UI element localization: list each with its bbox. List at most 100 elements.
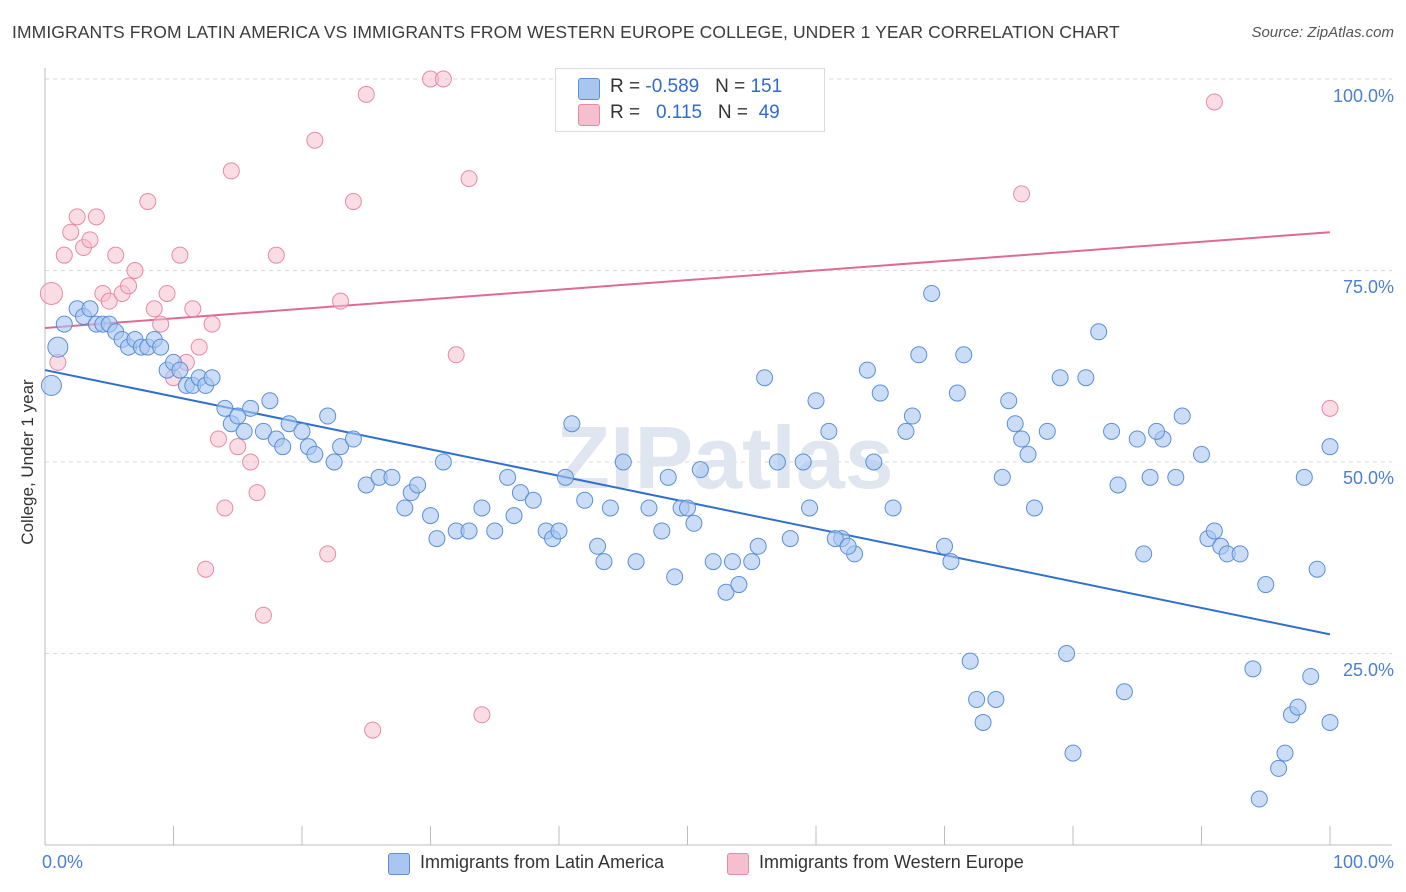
point-western-europe <box>197 560 215 578</box>
point-western-europe <box>171 246 189 264</box>
legend-r-value: -0.589 <box>645 76 700 97</box>
point-latin-america <box>839 537 857 555</box>
point-western-europe <box>254 606 272 624</box>
point-latin-america <box>968 690 986 708</box>
point-latin-america <box>1321 438 1339 456</box>
point-western-europe <box>229 438 247 456</box>
point-western-europe <box>68 208 86 226</box>
point-western-europe <box>248 484 266 502</box>
point-latin-america <box>974 713 992 731</box>
point-western-europe <box>62 223 80 241</box>
legend-r-value: 0.115 <box>655 102 703 123</box>
trend-line-western-europe <box>44 231 1331 329</box>
point-western-europe <box>107 246 125 264</box>
point-latin-america <box>242 399 260 417</box>
legend-r-label: R = <box>610 76 646 97</box>
point-western-europe <box>39 281 63 305</box>
point-latin-america <box>910 346 928 364</box>
point-latin-america <box>47 336 69 358</box>
point-latin-america <box>344 430 362 448</box>
point-western-europe <box>1321 399 1339 417</box>
point-latin-america <box>325 453 343 471</box>
y-tick-25: 25.0% <box>1342 660 1394 680</box>
point-latin-america <box>1148 422 1166 440</box>
point-latin-america <box>897 422 915 440</box>
point-latin-america <box>511 484 529 502</box>
point-latin-america <box>1173 407 1191 425</box>
point-latin-america <box>961 652 979 670</box>
point-latin-america <box>203 369 221 387</box>
point-western-europe <box>209 430 227 448</box>
point-western-europe <box>120 277 138 295</box>
point-latin-america <box>1006 415 1024 433</box>
point-latin-america <box>460 522 478 540</box>
point-latin-america <box>235 422 253 440</box>
point-latin-america <box>679 499 696 517</box>
point-latin-america <box>756 369 774 387</box>
x-tick-0: 0.0% <box>42 852 84 872</box>
point-latin-america <box>1141 468 1159 486</box>
point-latin-america <box>306 445 324 463</box>
point-latin-america <box>171 361 189 379</box>
point-latin-america <box>948 384 966 402</box>
point-latin-america <box>1077 369 1095 387</box>
point-latin-america <box>987 690 1005 708</box>
point-western-europe <box>203 315 221 333</box>
point-latin-america <box>601 499 619 517</box>
point-latin-america <box>1302 667 1320 685</box>
point-latin-america <box>1308 560 1326 578</box>
legend-n-label: N = <box>715 76 751 97</box>
bottom-legend-label: Immigrants from Latin America <box>420 852 665 872</box>
point-western-europe <box>145 300 163 318</box>
source-label: Source: ZipAtlas.com <box>1251 24 1394 41</box>
point-western-europe <box>447 346 465 364</box>
bottom-legend-western-europe: Immigrants from Western Europe <box>727 852 1024 875</box>
point-latin-america <box>659 468 677 486</box>
point-western-europe <box>87 208 105 226</box>
point-latin-america <box>229 407 247 425</box>
point-latin-america <box>473 499 491 517</box>
point-latin-america <box>704 553 722 571</box>
point-latin-america <box>486 522 504 540</box>
point-western-europe <box>357 85 375 103</box>
point-latin-america <box>595 553 613 571</box>
point-latin-america <box>820 422 838 440</box>
point-latin-america <box>254 422 272 440</box>
point-latin-america <box>81 300 99 318</box>
point-latin-america <box>871 384 889 402</box>
point-latin-america <box>1090 323 1108 341</box>
point-latin-america <box>614 453 632 471</box>
point-latin-america <box>723 553 741 571</box>
bottom-legend-label: Immigrants from Western Europe <box>759 852 1024 872</box>
point-western-europe <box>190 338 208 356</box>
blue-swatch-icon <box>388 853 410 875</box>
point-latin-america <box>556 468 574 486</box>
point-latin-america <box>865 453 883 471</box>
point-latin-america <box>1115 683 1133 701</box>
point-western-europe <box>126 262 144 279</box>
point-latin-america <box>743 553 761 571</box>
y-tick-100: 100.0% <box>1332 86 1394 106</box>
point-latin-america <box>666 568 684 586</box>
point-latin-america <box>653 522 671 540</box>
point-latin-america <box>858 361 876 379</box>
point-western-europe <box>1013 185 1031 203</box>
point-latin-america <box>923 284 941 302</box>
point-latin-america <box>903 407 921 425</box>
point-latin-america <box>942 553 960 571</box>
point-western-europe <box>55 246 73 264</box>
point-latin-america <box>884 499 902 517</box>
point-western-europe <box>319 545 337 563</box>
point-latin-america <box>1321 713 1339 731</box>
point-latin-america <box>499 468 517 486</box>
point-latin-america <box>1135 545 1153 563</box>
point-latin-america <box>589 537 607 555</box>
point-latin-america <box>505 507 523 525</box>
point-latin-america <box>1231 545 1249 563</box>
point-latin-america <box>1019 445 1037 463</box>
pink-swatch-icon <box>727 853 749 875</box>
point-latin-america <box>428 530 446 548</box>
point-latin-america <box>1109 476 1127 494</box>
point-latin-america <box>640 499 658 517</box>
